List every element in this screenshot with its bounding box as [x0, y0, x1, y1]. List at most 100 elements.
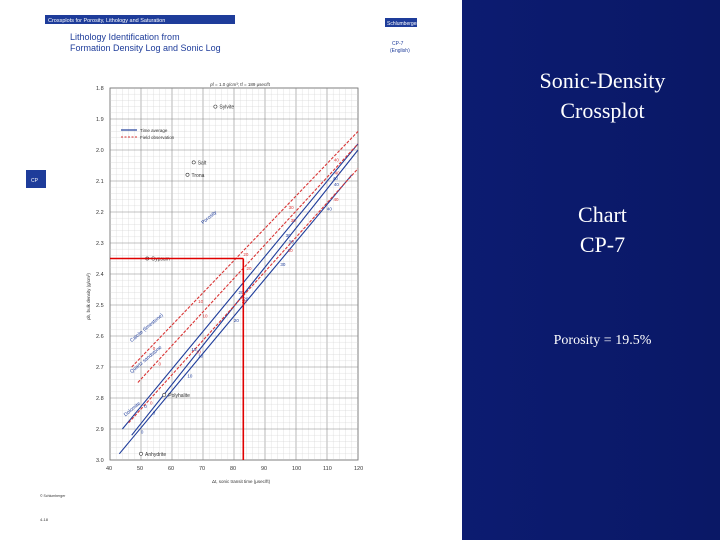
mineral-points: Sylvite Salt Trona Gypsum Polyhalite Anhydrit… — [139, 105, 234, 458]
porosity-label: 0 — [153, 346, 156, 351]
chart-line2: CP-7 — [579, 232, 626, 257]
porosity-label: 20 — [238, 290, 244, 295]
tick-labels: 40 50 60 70 80 90 100 110 1201.81.92.02.12.22.32… — [96, 86, 363, 472]
porosity-label: 40 — [333, 197, 339, 202]
header-banner — [45, 15, 235, 24]
title-line2: Crossplot — [560, 98, 645, 123]
chart-units: (English) — [390, 48, 410, 54]
porosity-label: 20 — [234, 318, 240, 323]
x-tick-label: 80 — [230, 466, 236, 472]
side-tab-label: CP — [31, 178, 39, 184]
schlumberger-logo: Schlumberger — [387, 21, 418, 27]
porosity-label: 0 — [153, 410, 156, 415]
y-axis-label: ρb, bulk density (g/cm³) — [86, 273, 91, 320]
y-tick-label: 2.4 — [96, 272, 104, 278]
series-line — [118, 174, 353, 455]
chart-line1: Chart — [578, 202, 627, 227]
legend-field-observation: Field observation — [140, 135, 175, 140]
porosity-label: 10 — [196, 350, 202, 355]
porosity-label: 0 — [159, 361, 162, 366]
mineral-label: Trona — [192, 173, 205, 179]
y-tick-label: 1.9 — [96, 117, 104, 123]
grid-lines — [109, 87, 359, 461]
lithology-lines — [118, 131, 359, 455]
porosity-label: 30 — [288, 248, 294, 253]
porosity-label: 10 — [187, 374, 193, 379]
y-tick-label: 2.0 — [96, 148, 104, 154]
x-tick-label: 60 — [168, 466, 174, 472]
porosity-label: 40 — [333, 176, 339, 181]
x-tick-label: 120 — [354, 466, 363, 472]
side-tab — [26, 170, 46, 188]
mineral-point — [139, 451, 143, 456]
legend: Time average Field observation — [121, 128, 175, 140]
slide-title: Sonic-Density Crossplot — [490, 66, 715, 126]
y-tick-label: 2.6 — [96, 334, 104, 340]
porosity-label: 0 — [144, 404, 147, 409]
porosity-label: 20 — [243, 252, 249, 257]
porosity-label: 30 — [286, 233, 292, 238]
y-tick-label: 2.9 — [96, 427, 104, 433]
mineral-point — [191, 160, 196, 165]
fluid-parameters: ρf = 1.0 g/cm³; tf = 189 μsec/ft — [210, 82, 271, 87]
mineral-label: Anhydrite — [145, 452, 166, 458]
logo-box — [385, 18, 417, 27]
porosity-label: 40 — [327, 206, 333, 211]
mineral-label: Salt — [198, 160, 207, 166]
title-line1: Sonic-Density — [539, 68, 666, 93]
crossplot-chart: Crossplots for Porosity, Lithology and S… — [26, 15, 418, 522]
series-line — [121, 143, 359, 430]
porosity-scale-labels: 0 10 20 30 40 0 10 20 30 40 0 10 20 30 40 0 10 20 30 40 0 10 2… — [141, 158, 340, 435]
porosity-label: 20 — [243, 296, 249, 301]
x-tick-label: 90 — [261, 466, 267, 472]
chart-sheet: Crossplots for Porosity, Lithology and S… — [0, 0, 462, 540]
porosity-note: Porosity = 19.5% — [553, 333, 652, 348]
chart-reference: Chart CP-7 — [490, 200, 715, 260]
mineral-point — [213, 104, 218, 109]
series-line — [131, 131, 359, 368]
porosity-label: 30 — [280, 262, 286, 267]
porosity-label: 0 — [150, 400, 153, 405]
porosity-label: 40 — [334, 182, 340, 187]
y-tick-label: 2.5 — [96, 303, 104, 309]
y-tick-label: 2.2 — [96, 210, 104, 216]
porosity-label: 10 — [198, 353, 204, 358]
legend-time-average: Time average — [140, 128, 168, 133]
banner-text: Crossplots for Porosity, Lithology and S… — [48, 18, 165, 24]
mineral-point — [162, 392, 167, 397]
x-tick-label: 50 — [137, 466, 143, 472]
x-tick-label: 100 — [292, 466, 301, 472]
mineral-point — [185, 172, 190, 177]
x-tick-label: 110 — [323, 466, 332, 472]
series-line — [137, 143, 359, 383]
porosity-label: 0 — [141, 429, 144, 434]
porosity-label: 10 — [198, 299, 204, 304]
mineral-label: Sylvite — [219, 105, 234, 111]
mineral-label: Polyhalite — [168, 393, 190, 399]
footnote: © Schlumberger — [40, 494, 66, 498]
y-tick-label: 2.7 — [96, 365, 104, 371]
series-line — [131, 149, 359, 436]
y-tick-label: 2.8 — [96, 396, 104, 402]
y-tick-label: 1.8 — [96, 86, 104, 92]
porosity-label: 40 — [335, 170, 341, 175]
heading-line2: Formation Density Log and Sonic Log — [70, 43, 221, 53]
example-point-lines — [110, 257, 245, 460]
y-tick-label: 2.3 — [96, 241, 104, 247]
porosity-label: 20 — [247, 266, 253, 271]
porosity-label: 10 — [191, 347, 197, 352]
porosity-label: 10 — [203, 314, 209, 319]
page-number: 4-18 — [40, 517, 49, 522]
porosity-label: 20 — [242, 299, 248, 304]
porosity-label: 40 — [334, 158, 340, 163]
x-axis-label: Δt, sonic transit time (μsec/ft) — [212, 479, 271, 484]
porosity-label: 30 — [289, 205, 295, 210]
porosity-label: 30 — [289, 239, 295, 244]
x-tick-label: 40 — [106, 466, 112, 472]
x-tick-label: 70 — [199, 466, 205, 472]
y-tick-label: 3.0 — [96, 458, 104, 464]
heading-line1: Lithology Identification from — [70, 32, 180, 42]
porosity-label: 30 — [291, 218, 297, 223]
mineral-label: Gypsum — [151, 257, 170, 263]
chart-code: CP-7 — [392, 41, 404, 47]
